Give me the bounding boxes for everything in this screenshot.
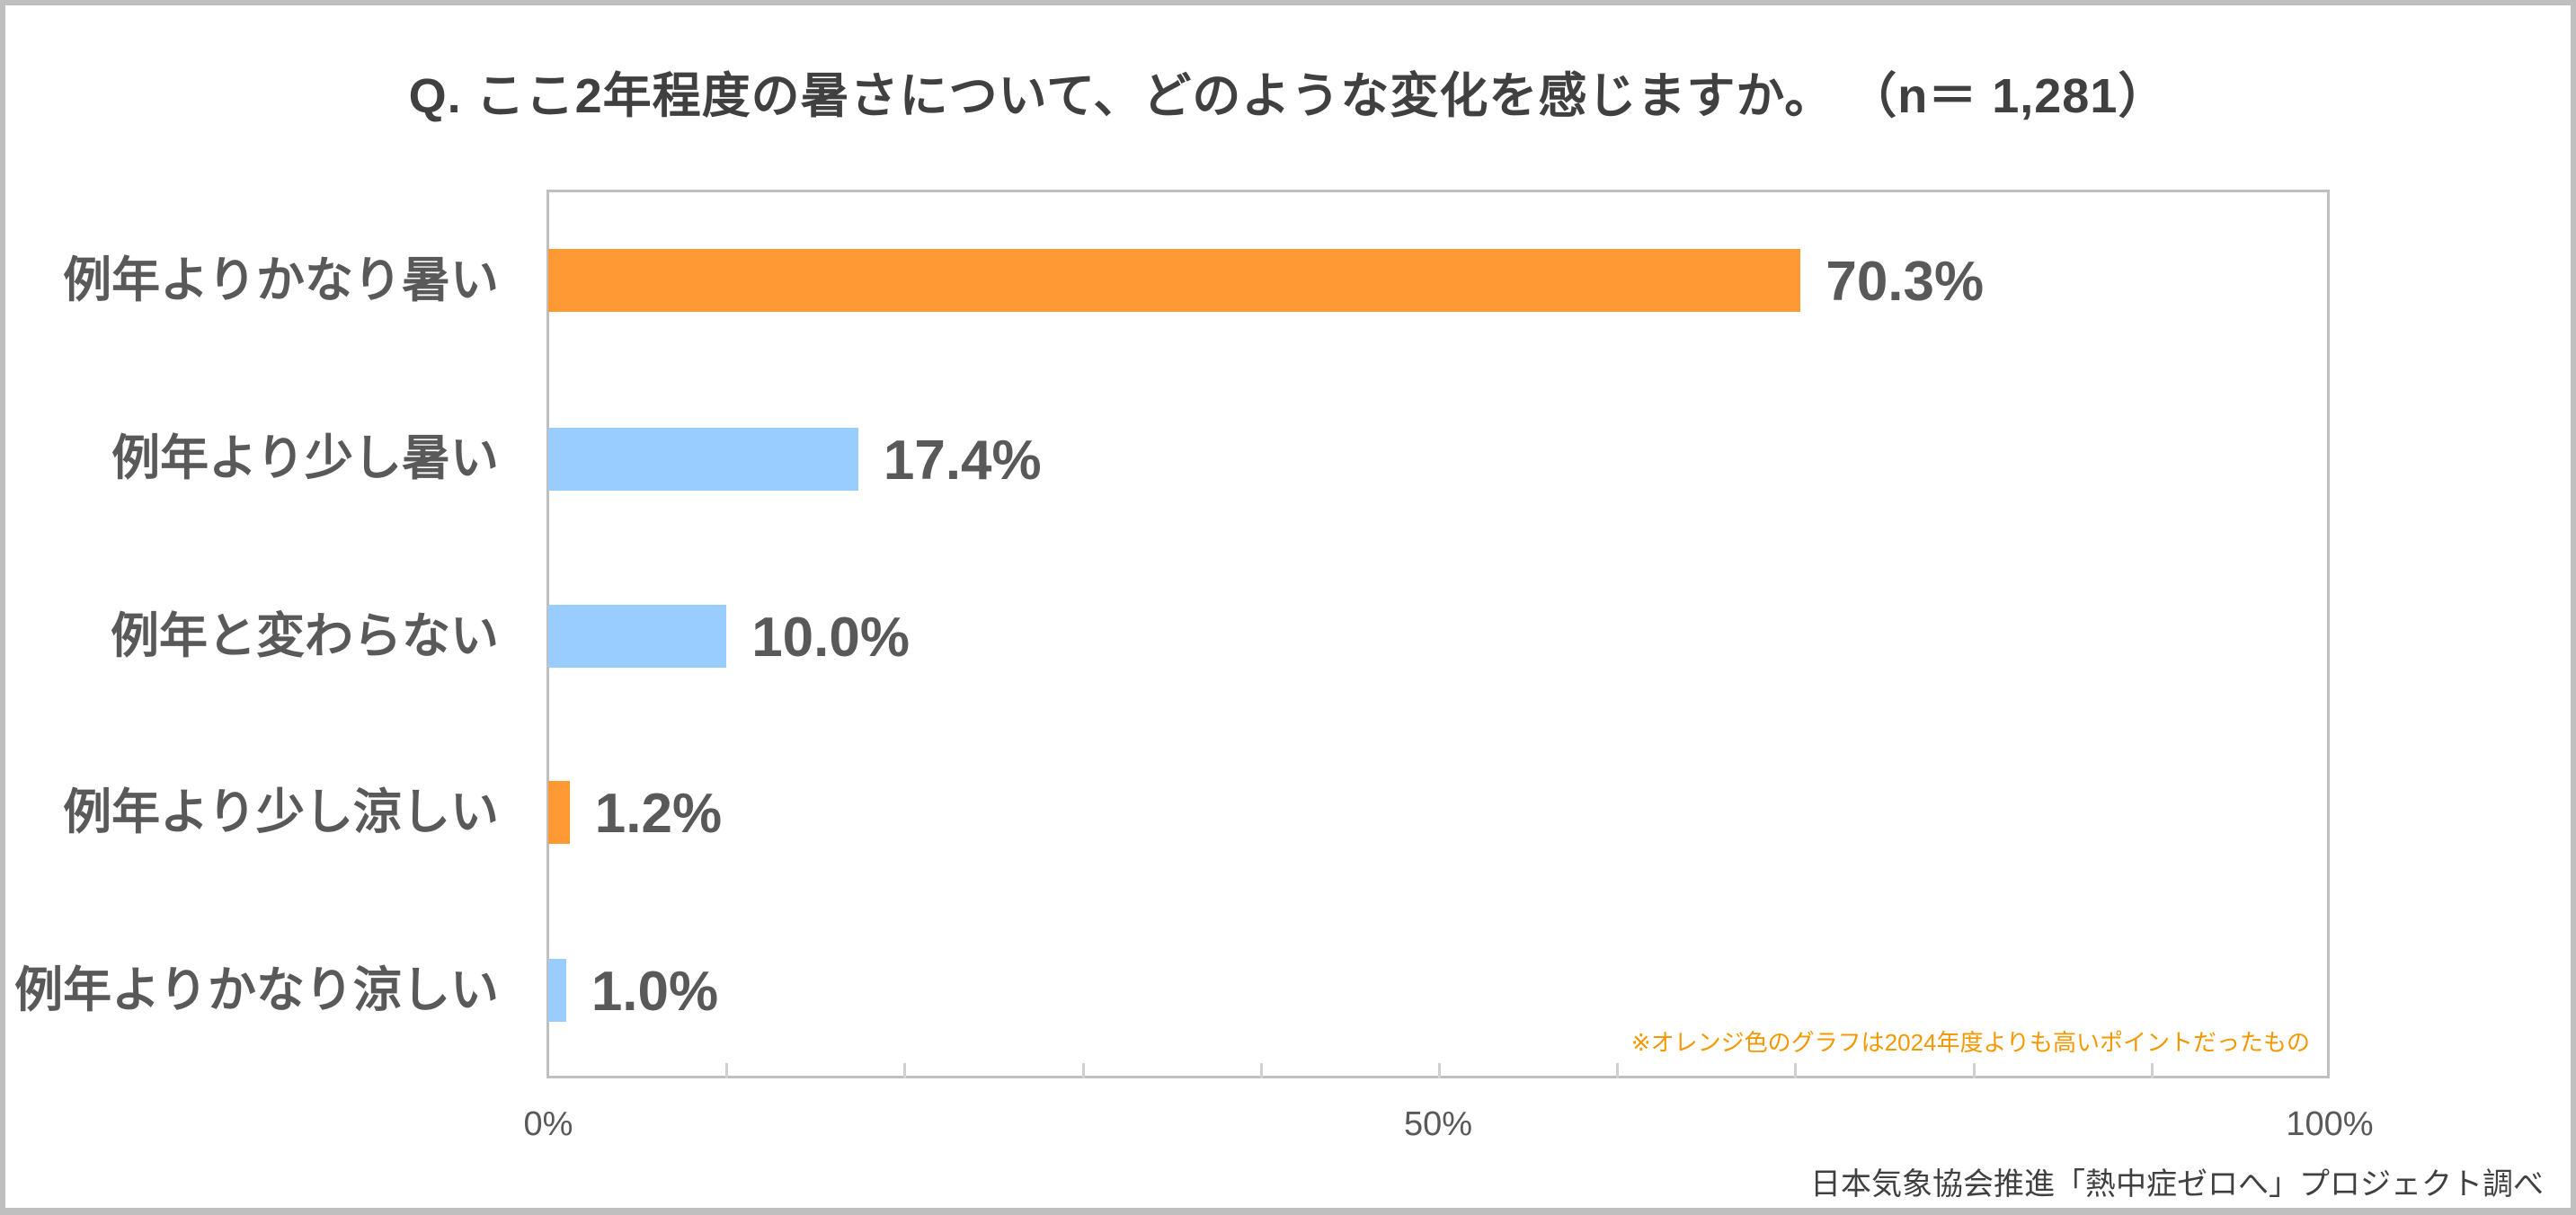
bar-no-change (548, 605, 727, 668)
x-axis-tick (2150, 1063, 2154, 1078)
bar-slightly-hot (548, 428, 858, 491)
x-tick-label-100: 100% (2286, 1105, 2374, 1143)
value-label: 1.2% (594, 783, 723, 845)
bar-very-hot (548, 249, 1801, 312)
category-label: 例年より少し涼しい (63, 785, 499, 839)
x-axis-tick (903, 1063, 907, 1078)
plot-area (546, 190, 2330, 1078)
x-axis-tick (1616, 1063, 1620, 1078)
footnote: ※オレンジ色のグラフは2024年度よりも高いポイントだったもの (1630, 1029, 2310, 1056)
x-axis-tick (1972, 1063, 1976, 1078)
x-tick-label-0: 0% (523, 1105, 573, 1143)
x-axis-tick (1438, 1063, 1441, 1078)
category-label: 例年よりかなり暑い (63, 253, 499, 307)
chart-title: Q. ここ2年程度の暑さについて、どのような変化を感じますか。 （n＝ 1,28… (408, 69, 2168, 123)
x-tick-label-50: 50% (1403, 1105, 1473, 1143)
category-label: 例年より少し暑い (111, 431, 499, 485)
value-label: 70.3% (1825, 251, 1985, 313)
bar-slightly-cool (548, 781, 570, 844)
x-axis-tick (1794, 1063, 1798, 1078)
bar-very-cool (548, 959, 566, 1022)
source-credit: 日本気象協会推進「熱中症ゼロへ」プロジェクト調べ (1810, 1167, 2544, 1202)
value-label: 17.4% (883, 430, 1042, 492)
category-label: 例年と変わらない (111, 609, 499, 663)
value-label: 10.0% (751, 607, 910, 669)
category-label: 例年よりかなり涼しい (14, 963, 499, 1017)
x-axis-tick (1259, 1063, 1263, 1078)
x-axis-tick (1081, 1063, 1085, 1078)
value-label: 1.0% (591, 961, 719, 1023)
x-axis-tick (725, 1063, 729, 1078)
